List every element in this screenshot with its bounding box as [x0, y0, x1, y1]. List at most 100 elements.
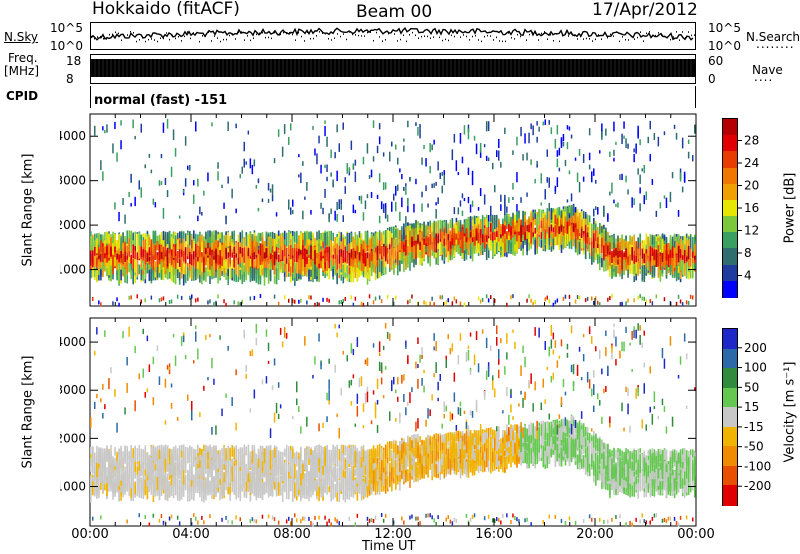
scatter-cell [500, 194, 502, 202]
scatter-cell [605, 258, 607, 266]
scatter-cell [253, 159, 256, 167]
beam-title: Beam 00 [356, 2, 433, 22]
scatter-cell [651, 255, 654, 266]
scatter-cell [490, 214, 492, 222]
scatter-cell [609, 265, 611, 277]
scatter-cell [94, 255, 96, 267]
scatter-cell [576, 223, 579, 238]
scatter-cell [389, 252, 391, 263]
scatter-cell [568, 294, 571, 299]
nave-label: Nave [752, 63, 783, 77]
scatter-cell [637, 168, 639, 175]
scatter-cell [279, 261, 282, 270]
nsearch-point [604, 32, 605, 34]
scatter-cell [542, 217, 545, 227]
scatter-cell [558, 147, 561, 156]
scatter-cell [667, 243, 670, 252]
nsearch-point [607, 37, 608, 39]
scatter-cell [292, 231, 294, 241]
nsearch-point [661, 34, 662, 37]
scatter-cell [223, 242, 225, 256]
scatter-cell [195, 244, 197, 258]
scatter-cell [334, 248, 336, 259]
scatter-cell [570, 224, 573, 240]
nsearch-point [133, 32, 134, 34]
scatter-cell [132, 268, 134, 282]
nsearch-point [436, 31, 437, 33]
scatter-cell [477, 232, 480, 244]
scatter-cell [469, 204, 472, 213]
scatter-cell [588, 152, 591, 161]
scatter-cell [106, 245, 108, 261]
scatter-cell [629, 265, 631, 274]
scatter-cell [239, 232, 242, 247]
scatter-cell [586, 214, 589, 225]
scatter-cell [588, 244, 591, 254]
scatter-cell [193, 251, 195, 260]
scatter-cell [201, 234, 203, 249]
scatter-cell [508, 240, 510, 254]
scatter-cell [397, 251, 399, 266]
scatter-cell [661, 266, 664, 274]
scatter-cell [403, 244, 405, 252]
scatter-cell [265, 232, 268, 247]
scatter-cell [536, 214, 538, 231]
scatter-cell [158, 244, 161, 254]
scatter-cell [615, 203, 617, 207]
scatter-cell [237, 301, 239, 306]
scatter-cell [574, 227, 577, 243]
scatter-cell [328, 230, 330, 247]
scatter-cell [122, 265, 124, 275]
scatter-cell [168, 263, 171, 273]
scatter-cell [116, 297, 118, 302]
scatter-cell [536, 164, 538, 168]
scatter-cell [306, 261, 308, 272]
scatter-cell [271, 242, 274, 253]
scatter-cell [166, 250, 169, 260]
scatter-cell [166, 118, 169, 129]
scatter-cell [453, 133, 456, 143]
scatter-cell [261, 261, 264, 269]
scatter-cell [457, 224, 460, 239]
scatter-cell [613, 233, 615, 248]
scatter-cell [526, 298, 528, 303]
scatter-cell [112, 243, 114, 254]
scatter-cell [405, 183, 407, 187]
scatter-cell [354, 264, 357, 278]
scatter-cell [160, 297, 163, 302]
scatter-cell [227, 232, 229, 247]
scatter-cell [150, 254, 153, 264]
scatter-cell [580, 219, 583, 227]
scatter-cell [597, 254, 599, 264]
scatter-cell [249, 158, 252, 169]
scatter-cell [360, 243, 363, 258]
nsearch-point [601, 38, 602, 40]
scatter-cell [522, 241, 524, 249]
scatter-cell [207, 257, 209, 272]
scatter-cell [645, 299, 647, 304]
scatter-cell [112, 301, 114, 306]
nsearch-point [595, 38, 596, 41]
scatter-cell [443, 238, 446, 247]
scatter-cell [217, 240, 219, 248]
scatter-cell [263, 252, 266, 269]
scatter-cell [362, 249, 365, 264]
scatter-cell [114, 257, 116, 266]
scatter-cell [233, 230, 235, 245]
scatter-cell [504, 225, 506, 234]
scatter-cell [584, 298, 587, 303]
scatter-cell [322, 297, 324, 302]
scatter-cell [288, 245, 290, 255]
scatter-cell [324, 164, 326, 169]
scatter-cell [215, 248, 217, 261]
scatter-cell [223, 202, 225, 209]
scatter-cell [637, 248, 639, 260]
freq-panel [90, 54, 696, 84]
scatter-cell [265, 231, 268, 239]
scatter-cell [340, 241, 343, 250]
scatter-cell [197, 263, 199, 279]
scatter-cell [168, 300, 171, 304]
scatter-cell [247, 248, 250, 257]
scatter-cell [386, 294, 389, 299]
nsearch-point [418, 37, 419, 39]
